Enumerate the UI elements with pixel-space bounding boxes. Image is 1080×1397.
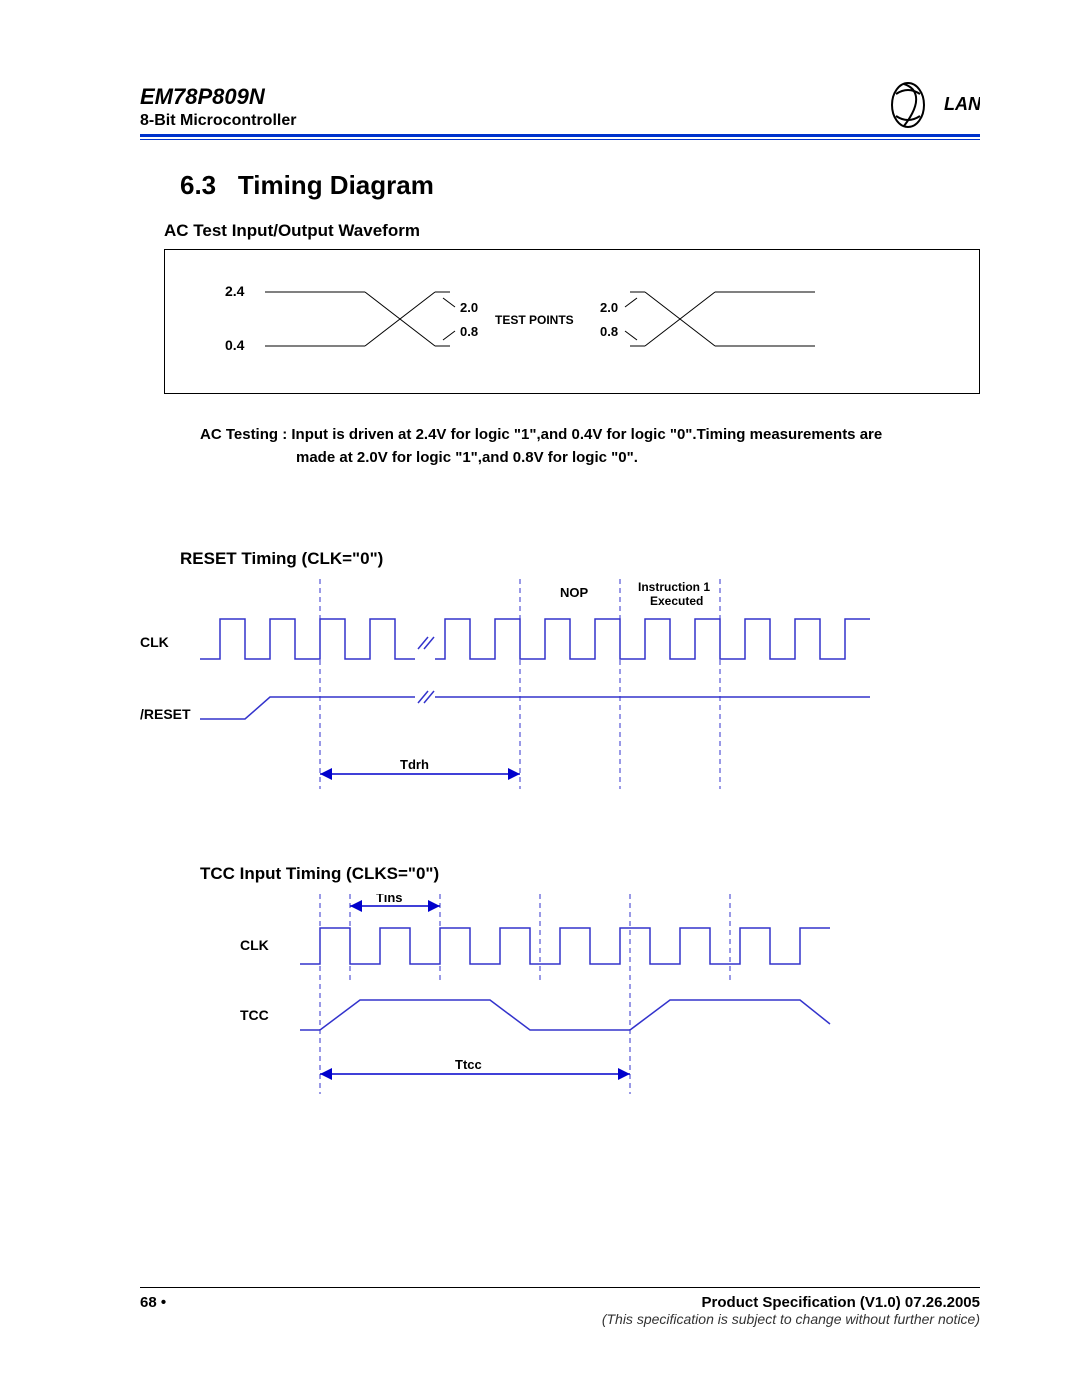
tcc-timing-heading: TCC Input Timing (CLKS="0") bbox=[200, 864, 980, 884]
spec-version: Product Specification (V1.0) 07.26.2005 bbox=[602, 1294, 980, 1311]
reset-timing-diagram: NOP Instruction 1 Executed CLK /RESET bbox=[140, 579, 980, 824]
reset-label: /RESET bbox=[140, 706, 191, 722]
tcc-clk-label: CLK bbox=[240, 937, 269, 953]
page-footer: 68 • Product Specification (V1.0) 07.26.… bbox=[140, 1287, 980, 1327]
instr-label2: Executed bbox=[650, 594, 703, 608]
part-number: EM78P809N bbox=[140, 84, 296, 110]
test-hi-left: 2.0 bbox=[460, 300, 478, 315]
section-title-text: Timing Diagram bbox=[238, 170, 434, 200]
tdrh-label: Tdrh bbox=[400, 757, 429, 772]
reset-timing-heading: RESET Timing (CLK="0") bbox=[180, 549, 980, 569]
test-hi-right: 2.0 bbox=[600, 300, 618, 315]
section-number: 6.3 bbox=[180, 170, 216, 200]
test-lo-left: 0.8 bbox=[460, 324, 478, 339]
ac-test-waveform-box: 2.4 0.4 2.0 0.8 TEST POINTS 2.0 0.8 bbox=[164, 249, 980, 394]
ac-test-note: AC Testing : Input is driven at 2.4V for… bbox=[200, 424, 940, 469]
test-lo-right: 0.8 bbox=[600, 324, 618, 339]
page-number: 68 • bbox=[140, 1294, 166, 1327]
note-line1: AC Testing : Input is driven at 2.4V for… bbox=[200, 426, 882, 443]
section-title: 6.3 Timing Diagram bbox=[180, 170, 980, 201]
nop-label: NOP bbox=[560, 585, 589, 600]
ac-test-waveform-svg: 2.4 0.4 2.0 0.8 TEST POINTS 2.0 0.8 bbox=[185, 274, 945, 364]
elan-logo: LAN bbox=[890, 80, 980, 130]
instr-label1: Instruction 1 bbox=[638, 580, 710, 594]
logo-text: LAN bbox=[944, 94, 980, 114]
header-rule bbox=[140, 134, 980, 140]
test-points-label: TEST POINTS bbox=[495, 313, 574, 327]
tcc-timing-diagram: Tins CLK TCC Ttcc bbox=[180, 894, 980, 1109]
hi-level-label: 2.4 bbox=[225, 283, 245, 299]
lo-level-label: 0.4 bbox=[225, 337, 245, 353]
subtitle: 8-Bit Microcontroller bbox=[140, 112, 296, 130]
spec-notice: (This specification is subject to change… bbox=[602, 1311, 980, 1327]
note-line2: made at 2.0V for logic "1",and 0.8V for … bbox=[296, 449, 638, 466]
clk-label: CLK bbox=[140, 634, 169, 650]
ttcc-label: Ttcc bbox=[455, 1057, 482, 1072]
tins-label: Tins bbox=[376, 894, 403, 905]
tcc-label: TCC bbox=[240, 1007, 269, 1023]
waveform1-heading: AC Test Input/Output Waveform bbox=[164, 221, 980, 241]
page-header: EM78P809N 8-Bit Microcontroller LAN bbox=[140, 80, 980, 130]
